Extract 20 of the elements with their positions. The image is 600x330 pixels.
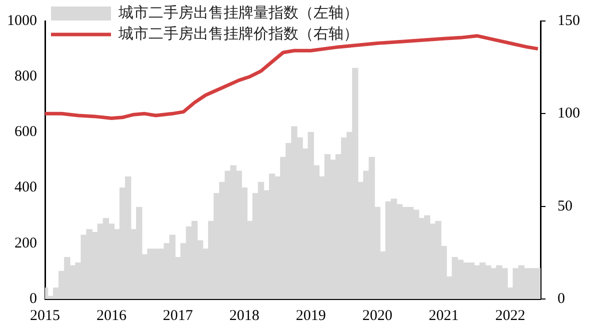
y-tick-label: 1000: [7, 12, 37, 29]
x-tick-label: 2015: [30, 308, 60, 324]
y-tick-label: 200: [14, 235, 37, 252]
y-tick-label: 0: [30, 290, 37, 307]
y2-tick-label: 100: [558, 106, 580, 122]
y2-tick-label: 50: [558, 198, 572, 214]
legend-label: 城市二手房出售挂牌量指数（左轴）: [118, 4, 358, 22]
x-tick-label: 2018: [229, 308, 260, 324]
y2-tick-label: 0: [558, 290, 565, 307]
x-tick-label: 2017: [162, 308, 194, 324]
y-tick-label: 800: [14, 68, 37, 85]
x-tick-label: 2016: [96, 308, 127, 324]
y2-tick-label: 150: [558, 12, 580, 29]
x-tick-label: 2022: [495, 308, 526, 324]
legend-label: 城市二手房出售挂牌价指数（右轴）: [118, 25, 358, 42]
x-tick-label: 2021: [428, 308, 459, 324]
x-tick-label: 2020: [362, 308, 392, 324]
y-tick-label: 600: [14, 124, 37, 140]
y-tick-label: 400: [14, 180, 37, 196]
x-tick-label: 2019: [296, 308, 326, 324]
